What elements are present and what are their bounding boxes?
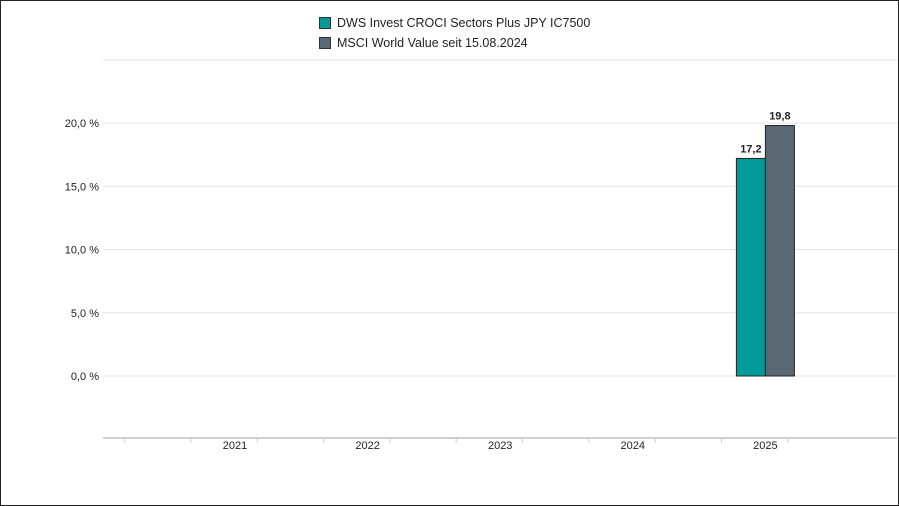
x-tick-label-2021: 2021 (223, 440, 247, 452)
data-label-2025-series-1: 17,2 (740, 143, 761, 155)
x-tick-label-2022: 2022 (355, 440, 379, 452)
legend-item-series-1[interactable]: DWS Invest CROCI Sectors Plus JPY IC7500 (319, 13, 590, 33)
y-tick-label-4: 20,0 % (65, 118, 99, 130)
legend: DWS Invest CROCI Sectors Plus JPY IC7500… (319, 13, 590, 53)
y-tick-label-1: 5,0 % (71, 308, 99, 320)
y-tick-label-3: 15,0 % (65, 181, 99, 193)
y-tick-label-0: 0,0 % (71, 371, 99, 383)
x-tick-label-2024: 2024 (621, 440, 645, 452)
legend-swatch-series-1 (319, 17, 331, 29)
y-tick-label-2: 10,0 % (65, 245, 99, 257)
x-tick-label-2025: 2025 (753, 440, 777, 452)
data-label-2025-series-2: 19,8 (769, 111, 790, 123)
legend-label-series-1: DWS Invest CROCI Sectors Plus JPY IC7500 (337, 16, 591, 30)
bar-2025-series-1[interactable] (735, 157, 766, 377)
legend-item-series-2[interactable]: MSCI World Value seit 15.08.2024 (319, 33, 590, 53)
x-tick-label-2023: 2023 (488, 440, 512, 452)
bar-2025-series-2[interactable] (764, 125, 795, 377)
legend-label-series-2: MSCI World Value seit 15.08.2024 (337, 36, 528, 50)
legend-swatch-series-2 (319, 37, 331, 49)
